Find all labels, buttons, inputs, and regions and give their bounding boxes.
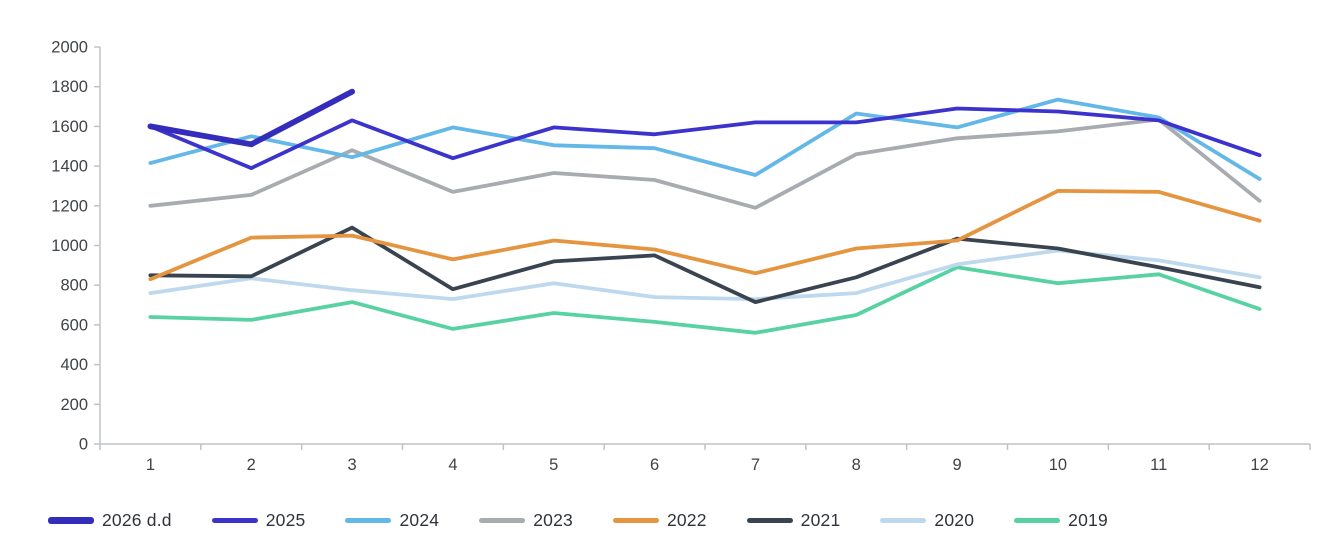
y-axis-tick-label: 800 <box>60 277 88 295</box>
x-axis-tick-label: 7 <box>751 456 760 474</box>
y-axis-tick-label: 1000 <box>51 237 88 255</box>
legend-label: 2023 <box>533 509 573 530</box>
legend-item-2022: 2022 <box>612 509 707 531</box>
series-line-2023 <box>148 117 1262 210</box>
legend-item-2023: 2023 <box>479 510 573 531</box>
legend-swatch-icon <box>48 516 94 524</box>
legend-swatch-icon <box>880 517 927 523</box>
y-axis-tick-label: 2000 <box>51 39 88 57</box>
x-axis-tick-label: 10 <box>1049 456 1067 474</box>
legend-label: 2025 <box>265 509 306 530</box>
legend-swatch-icon <box>1014 517 1061 523</box>
y-axis-tick-label: 1600 <box>51 118 88 136</box>
x-axis-tick-label: 12 <box>1250 456 1268 474</box>
series-line-2025 <box>148 106 1262 171</box>
legend-label: 2024 <box>399 509 440 530</box>
legend-label: 2026 d.d <box>102 509 172 530</box>
legend-label: 2021 <box>800 509 841 530</box>
legend-item-2021: 2021 <box>746 509 841 531</box>
legend-label: 2019 <box>1068 509 1108 530</box>
legend-swatch-icon <box>345 517 392 523</box>
legend-item-2025: 2025 <box>211 509 306 531</box>
chart-legend: 2026 d.d 2025 2024 2023 2022 2021 2020 2019 <box>48 508 1148 532</box>
legend-swatch-icon <box>479 517 526 523</box>
x-axis-tick-label: 9 <box>952 456 961 474</box>
y-axis-tick-label: 1200 <box>51 197 88 215</box>
legend-swatch-icon <box>211 517 258 523</box>
legend-item-2019: 2019 <box>1014 510 1108 531</box>
x-axis-tick-label: 6 <box>650 456 659 474</box>
legend-swatch-icon <box>746 517 793 523</box>
x-axis-tick-label: 1 <box>146 456 155 474</box>
legend-item-2024: 2024 <box>345 510 439 531</box>
y-axis-tick-label: 200 <box>60 396 88 414</box>
x-axis-tick-label: 11 <box>1150 456 1167 474</box>
x-axis-tick-label: 8 <box>852 456 861 474</box>
legend-item-2020: 2020 <box>880 510 974 531</box>
x-axis-tick-label: 5 <box>549 456 558 474</box>
y-axis-tick-label: 0 <box>79 436 88 454</box>
series-line-2024 <box>148 97 1262 181</box>
x-axis-tick-label: 3 <box>347 456 356 474</box>
series-line-2019 <box>148 265 1262 335</box>
x-axis-tick-label: 4 <box>448 456 457 474</box>
legend-swatch-icon <box>612 517 659 523</box>
series-line-2020 <box>148 248 1262 302</box>
series-line-2021 <box>148 225 1262 305</box>
x-axis-tick-label: 2 <box>247 456 256 474</box>
series-line-2022 <box>148 188 1262 282</box>
legend-label: 2022 <box>666 509 707 530</box>
y-axis-tick-label: 600 <box>60 316 88 334</box>
legend-label: 2020 <box>934 509 975 530</box>
y-axis-tick-label: 1800 <box>51 78 88 96</box>
legend-item-2026-d-d: 2026 d.d <box>48 510 172 531</box>
y-axis-tick-label: 1400 <box>51 158 88 176</box>
y-axis-tick-label: 400 <box>60 356 88 374</box>
series-line-2026-d-d <box>147 88 356 148</box>
